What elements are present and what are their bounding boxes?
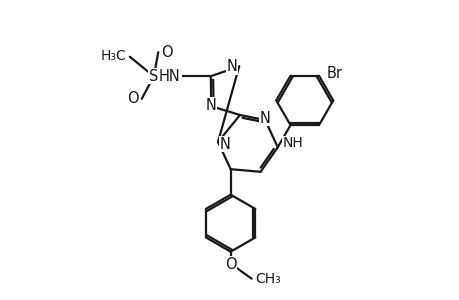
Text: N: N bbox=[259, 110, 270, 125]
Text: O: O bbox=[127, 91, 139, 106]
Text: O: O bbox=[161, 45, 173, 60]
Text: H₃C: H₃C bbox=[101, 49, 127, 63]
Text: N: N bbox=[206, 98, 216, 113]
Text: O: O bbox=[224, 257, 236, 272]
Text: CH₃: CH₃ bbox=[255, 272, 281, 286]
Text: N: N bbox=[226, 59, 237, 74]
Text: Br: Br bbox=[326, 66, 342, 81]
Text: HN: HN bbox=[159, 69, 180, 84]
Text: S: S bbox=[149, 69, 158, 84]
Text: N: N bbox=[219, 136, 230, 152]
Text: NH: NH bbox=[282, 136, 303, 150]
